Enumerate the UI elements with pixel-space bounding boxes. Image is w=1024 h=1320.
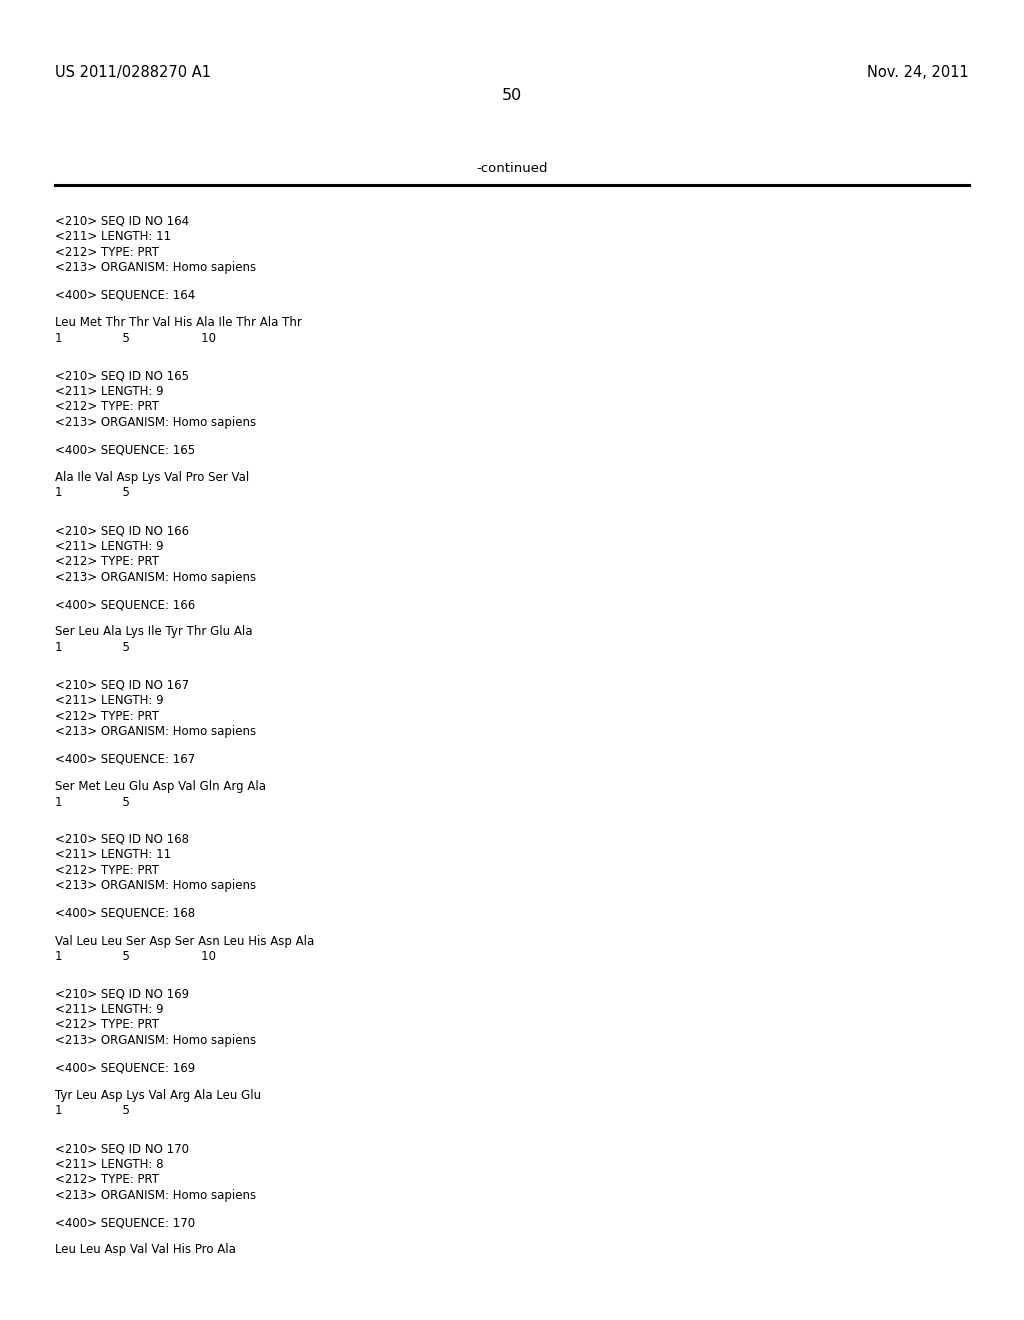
Text: <212> TYPE: PRT: <212> TYPE: PRT (55, 710, 159, 722)
Text: 1                5: 1 5 (55, 1105, 130, 1118)
Text: <212> TYPE: PRT: <212> TYPE: PRT (55, 1173, 159, 1185)
Text: <212> TYPE: PRT: <212> TYPE: PRT (55, 400, 159, 413)
Text: Nov. 24, 2011: Nov. 24, 2011 (867, 65, 969, 81)
Text: <400> SEQUENCE: 166: <400> SEQUENCE: 166 (55, 598, 196, 611)
Text: Ser Leu Ala Lys Ile Tyr Thr Glu Ala: Ser Leu Ala Lys Ile Tyr Thr Glu Ala (55, 626, 253, 639)
Text: <212> TYPE: PRT: <212> TYPE: PRT (55, 865, 159, 876)
Text: Val Leu Leu Ser Asp Ser Asn Leu His Asp Ala: Val Leu Leu Ser Asp Ser Asn Leu His Asp … (55, 935, 314, 948)
Text: <213> ORGANISM: Homo sapiens: <213> ORGANISM: Homo sapiens (55, 416, 256, 429)
Text: <213> ORGANISM: Homo sapiens: <213> ORGANISM: Homo sapiens (55, 879, 256, 892)
Text: <400> SEQUENCE: 167: <400> SEQUENCE: 167 (55, 752, 196, 766)
Text: <210> SEQ ID NO 165: <210> SEQ ID NO 165 (55, 370, 189, 383)
Text: 1                5                   10: 1 5 10 (55, 950, 216, 964)
Text: -continued: -continued (476, 162, 548, 176)
Text: 1                5: 1 5 (55, 642, 130, 653)
Text: <210> SEQ ID NO 164: <210> SEQ ID NO 164 (55, 215, 189, 228)
Text: US 2011/0288270 A1: US 2011/0288270 A1 (55, 65, 211, 81)
Text: Leu Leu Asp Val Val His Pro Ala: Leu Leu Asp Val Val His Pro Ala (55, 1243, 236, 1257)
Text: <212> TYPE: PRT: <212> TYPE: PRT (55, 554, 159, 568)
Text: <210> SEQ ID NO 169: <210> SEQ ID NO 169 (55, 987, 189, 1001)
Text: 1                5: 1 5 (55, 796, 130, 808)
Text: <210> SEQ ID NO 166: <210> SEQ ID NO 166 (55, 524, 189, 537)
Text: <211> LENGTH: 9: <211> LENGTH: 9 (55, 1003, 164, 1016)
Text: <211> LENGTH: 11: <211> LENGTH: 11 (55, 849, 171, 862)
Text: <400> SEQUENCE: 165: <400> SEQUENCE: 165 (55, 444, 196, 457)
Text: <213> ORGANISM: Homo sapiens: <213> ORGANISM: Homo sapiens (55, 261, 256, 275)
Text: <211> LENGTH: 9: <211> LENGTH: 9 (55, 694, 164, 708)
Text: <213> ORGANISM: Homo sapiens: <213> ORGANISM: Homo sapiens (55, 1034, 256, 1047)
Text: <400> SEQUENCE: 170: <400> SEQUENCE: 170 (55, 1216, 196, 1229)
Text: Ser Met Leu Glu Asp Val Gln Arg Ala: Ser Met Leu Glu Asp Val Gln Arg Ala (55, 780, 266, 793)
Text: <211> LENGTH: 8: <211> LENGTH: 8 (55, 1158, 164, 1171)
Text: <400> SEQUENCE: 164: <400> SEQUENCE: 164 (55, 289, 196, 302)
Text: <212> TYPE: PRT: <212> TYPE: PRT (55, 1019, 159, 1031)
Text: <211> LENGTH: 11: <211> LENGTH: 11 (55, 231, 171, 243)
Text: <210> SEQ ID NO 168: <210> SEQ ID NO 168 (55, 833, 189, 846)
Text: <213> ORGANISM: Homo sapiens: <213> ORGANISM: Homo sapiens (55, 570, 256, 583)
Text: Tyr Leu Asp Lys Val Arg Ala Leu Glu: Tyr Leu Asp Lys Val Arg Ala Leu Glu (55, 1089, 261, 1102)
Text: 1                5: 1 5 (55, 487, 130, 499)
Text: <400> SEQUENCE: 169: <400> SEQUENCE: 169 (55, 1061, 196, 1074)
Text: 1                5                   10: 1 5 10 (55, 333, 216, 345)
Text: <400> SEQUENCE: 168: <400> SEQUENCE: 168 (55, 907, 196, 920)
Text: Leu Met Thr Thr Val His Ala Ile Thr Ala Thr: Leu Met Thr Thr Val His Ala Ile Thr Ala … (55, 317, 302, 330)
Text: Ala Ile Val Asp Lys Val Pro Ser Val: Ala Ile Val Asp Lys Val Pro Ser Val (55, 471, 249, 484)
Text: <211> LENGTH: 9: <211> LENGTH: 9 (55, 540, 164, 553)
Text: <210> SEQ ID NO 170: <210> SEQ ID NO 170 (55, 1142, 189, 1155)
Text: <210> SEQ ID NO 167: <210> SEQ ID NO 167 (55, 678, 189, 692)
Text: <212> TYPE: PRT: <212> TYPE: PRT (55, 246, 159, 259)
Text: <213> ORGANISM: Homo sapiens: <213> ORGANISM: Homo sapiens (55, 725, 256, 738)
Text: 50: 50 (502, 88, 522, 103)
Text: <213> ORGANISM: Homo sapiens: <213> ORGANISM: Homo sapiens (55, 1188, 256, 1201)
Text: <211> LENGTH: 9: <211> LENGTH: 9 (55, 385, 164, 399)
